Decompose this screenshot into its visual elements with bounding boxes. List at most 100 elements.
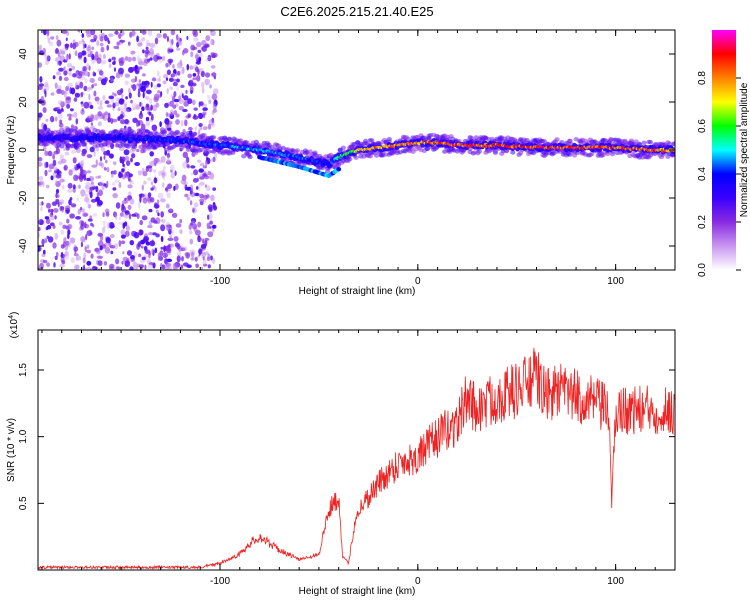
noise-speck (166, 225, 173, 232)
ridge-halo (340, 145, 346, 150)
noise-speck (80, 101, 83, 105)
noise-speck (42, 259, 48, 264)
noise-speck (202, 165, 207, 169)
ridge-halo (226, 136, 233, 141)
noise-speck (106, 167, 110, 173)
noise-speck (190, 222, 194, 227)
noise-speck (119, 114, 124, 120)
noise-speck (38, 219, 44, 226)
noise-speck (180, 119, 184, 127)
noise-speck (80, 236, 86, 243)
noise-speck (55, 251, 59, 258)
noise-speck (66, 62, 73, 68)
noise-speck (92, 213, 98, 217)
noise-speck (207, 54, 212, 62)
noise-speck (138, 229, 143, 236)
noise-speck (125, 225, 130, 232)
x-tick-label: 0 (415, 276, 421, 287)
noise-speck (72, 184, 76, 190)
noise-speck (131, 153, 136, 159)
noise-speck (90, 122, 93, 126)
noise-speck (172, 263, 177, 270)
noise-speck (124, 213, 131, 219)
noise-speck (82, 257, 86, 264)
noise-speck (118, 221, 125, 225)
noise-speck (67, 189, 74, 193)
noise-speck (96, 57, 102, 64)
noise-speck (45, 226, 49, 231)
noise-speck (169, 59, 172, 65)
noise-speck (197, 159, 202, 163)
ridge-halo (247, 154, 253, 160)
noise-speck (61, 101, 67, 106)
noise-speck (177, 40, 183, 46)
noise-speck (124, 221, 128, 227)
noise-speck (104, 208, 110, 214)
x-tick-label: 0 (415, 576, 421, 587)
noise-speck (108, 63, 112, 69)
noise-speck (189, 65, 194, 70)
noise-speck (70, 203, 77, 208)
noise-speck (170, 30, 176, 36)
noise-speck (207, 264, 211, 269)
noise-speck (124, 73, 130, 78)
noise-speck (160, 155, 166, 163)
noise-speck (86, 260, 92, 266)
noise-speck (53, 208, 59, 213)
noise-speck (136, 213, 140, 220)
noise-speck (149, 151, 154, 157)
noise-speck (131, 102, 137, 109)
snr-y-scale: (x104) (8, 312, 20, 339)
noise-speck (208, 119, 215, 126)
noise-speck (193, 202, 199, 208)
noise-speck (199, 52, 203, 58)
noise-speck (98, 175, 102, 179)
noise-speck (137, 42, 143, 47)
ridge-halo (367, 154, 373, 159)
noise-speck (130, 51, 135, 56)
noise-speck (165, 77, 169, 81)
noise-speck (83, 56, 87, 64)
noise-speck (56, 194, 60, 199)
noise-speck (124, 171, 127, 178)
noise-speck (99, 103, 102, 107)
noise-speck (138, 253, 142, 258)
noise-speck (99, 181, 104, 187)
noise-speck (83, 174, 87, 181)
noise-speck (148, 111, 152, 116)
noise-speck (185, 89, 188, 94)
noise-speck (128, 191, 132, 197)
noise-speck (171, 72, 176, 77)
noise-speck (87, 53, 92, 58)
noise-speck (69, 213, 75, 219)
noise-speck (161, 55, 166, 62)
noise-speck (213, 88, 219, 95)
noise-speck (178, 95, 182, 101)
noise-speck (85, 145, 88, 151)
noise-speck (112, 266, 118, 270)
noise-speck (80, 189, 86, 197)
noise-speck (80, 220, 85, 227)
noise-speck (46, 34, 50, 40)
noise-speck (161, 264, 166, 270)
noise-speck (89, 105, 94, 109)
noise-speck (120, 119, 126, 125)
noise-speck (91, 164, 98, 168)
noise-speck (150, 81, 153, 88)
noise-speck (46, 184, 50, 189)
noise-speck (110, 250, 114, 255)
snr-x-label: Height of straight line (km) (299, 586, 416, 597)
noise-speck (107, 112, 111, 119)
noise-speck (207, 231, 214, 238)
noise-speck (166, 127, 172, 131)
noise-speck (48, 209, 51, 213)
noise-speck (187, 113, 192, 118)
noise-speck (193, 107, 198, 111)
noise-speck (191, 82, 197, 87)
noise-speck (56, 61, 61, 66)
noise-speck (164, 258, 169, 265)
noise-speck (108, 33, 114, 38)
noise-speck (184, 179, 187, 187)
noise-speck (119, 212, 124, 218)
noise-speck (193, 226, 198, 233)
